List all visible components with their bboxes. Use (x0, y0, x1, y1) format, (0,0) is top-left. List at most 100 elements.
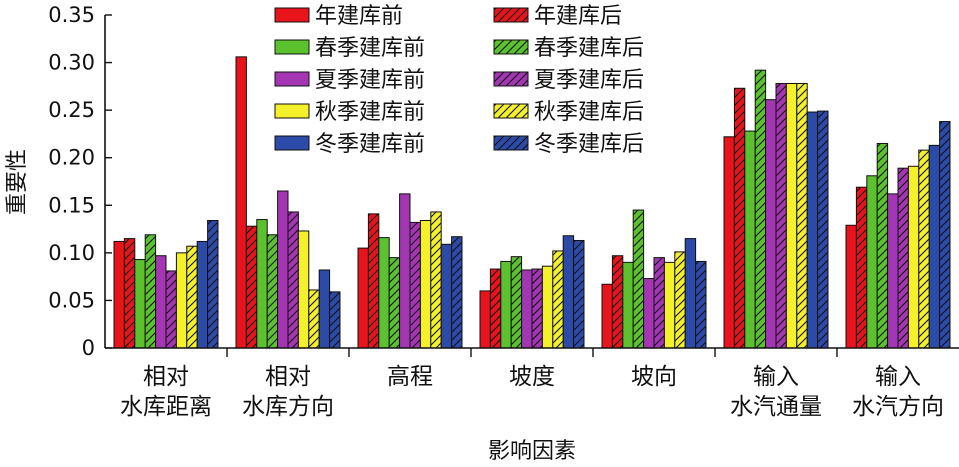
y-tick-label: 0.10 (48, 241, 95, 265)
legend-swatch (274, 39, 310, 55)
legend-swatch-hatch (494, 40, 528, 54)
bar-hatch (207, 220, 218, 348)
bar (113, 240, 125, 349)
bar (785, 83, 798, 349)
bar (845, 224, 857, 349)
legend-swatch (274, 71, 310, 87)
x-category-label: 水库方向 (242, 394, 334, 420)
bar (601, 283, 613, 349)
bar-hatch (695, 261, 706, 348)
bar (866, 175, 878, 349)
x-category-label: 坡度 (509, 364, 555, 390)
bar (479, 290, 491, 349)
y-tick-label: 0.15 (48, 193, 95, 217)
bar-hatch (552, 250, 564, 348)
bar (723, 136, 735, 349)
legend-swatch (274, 7, 310, 23)
bar (378, 237, 390, 349)
bar-hatch (898, 168, 909, 348)
bar (806, 111, 819, 349)
x-category-label: 输入 (875, 364, 921, 390)
bar (155, 255, 167, 349)
bar (744, 130, 756, 349)
y-tick-label: 0.25 (48, 98, 95, 122)
legend-swatch-hatch (494, 104, 528, 118)
bar (562, 235, 575, 349)
bar (663, 261, 676, 349)
y-axis-title: 重要性 (5, 149, 30, 215)
legend-swatch-hatch (494, 8, 528, 22)
bar-hatch (877, 143, 888, 348)
bar-hatch (430, 211, 442, 348)
bar-hatch (612, 255, 623, 348)
x-axis-title: 影响因素 (488, 439, 576, 464)
bar-hatch (734, 88, 745, 348)
x-category-label: 输入 (753, 364, 799, 390)
bar-hatch (410, 222, 421, 348)
bar (684, 238, 697, 349)
legend-label: 夏季建库后 (534, 68, 644, 93)
x-category-label: 相对 (143, 364, 189, 390)
bar-hatch (267, 234, 278, 348)
bar (765, 99, 777, 349)
y-tick-label: 0.05 (48, 288, 95, 312)
x-category-label: 水汽方向 (852, 394, 944, 420)
bar (643, 278, 655, 349)
bar-hatch (308, 289, 320, 348)
bar (399, 193, 411, 349)
bar-hatch (124, 238, 135, 348)
bar-hatch (654, 257, 665, 348)
bar (541, 265, 554, 349)
bar-hatch (288, 211, 299, 348)
bar (297, 230, 310, 349)
bar (175, 252, 188, 349)
bar-hatch (939, 121, 950, 348)
legend-label: 春季建库后 (534, 36, 644, 61)
bar-hatch (329, 291, 340, 348)
legend-swatch (274, 103, 310, 119)
legend-label: 年建库前 (315, 4, 403, 29)
bar-hatch (532, 269, 543, 348)
x-category-label: 水汽通量 (730, 394, 822, 420)
x-category-label: 坡向 (631, 364, 677, 390)
x-category-label: 相对 (265, 364, 311, 390)
bar-hatch (490, 269, 501, 348)
bar-hatch (511, 256, 522, 348)
bar-hatch (389, 257, 400, 348)
legend-swatch (274, 135, 310, 151)
bar-hatch (633, 210, 644, 348)
bar (928, 144, 941, 349)
bar (196, 240, 209, 349)
legend-label: 夏季建库前 (315, 68, 425, 93)
bar-hatch (674, 251, 686, 348)
legend-label: 冬季建库后 (534, 132, 644, 157)
legend-label: 春季建库前 (315, 36, 425, 61)
bar (318, 269, 331, 349)
legend-swatch-hatch (494, 136, 528, 150)
bar-hatch (796, 83, 808, 348)
x-category-label: 水库距离 (120, 394, 212, 420)
bar (134, 259, 146, 349)
bar-hatch (856, 187, 867, 348)
bar-hatch (776, 83, 787, 348)
bar (419, 220, 432, 349)
bar (440, 243, 453, 349)
bar (887, 193, 899, 349)
bar (277, 190, 289, 349)
legend-label: 年建库后 (534, 4, 622, 29)
bar-hatch (246, 226, 257, 348)
bar-hatch (451, 236, 462, 348)
bar (907, 165, 920, 349)
bar (256, 219, 268, 349)
y-tick-label: 0.35 (48, 3, 95, 27)
bar-hatch (186, 246, 198, 348)
legend-label: 秋季建库后 (534, 100, 644, 125)
bar (235, 56, 247, 349)
bar-hatch (368, 213, 379, 348)
bar-hatch (145, 234, 156, 348)
bar (622, 261, 634, 349)
x-category-label: 高程 (387, 364, 433, 390)
y-tick-label: 0.20 (48, 146, 95, 170)
bar-hatch (918, 150, 930, 348)
